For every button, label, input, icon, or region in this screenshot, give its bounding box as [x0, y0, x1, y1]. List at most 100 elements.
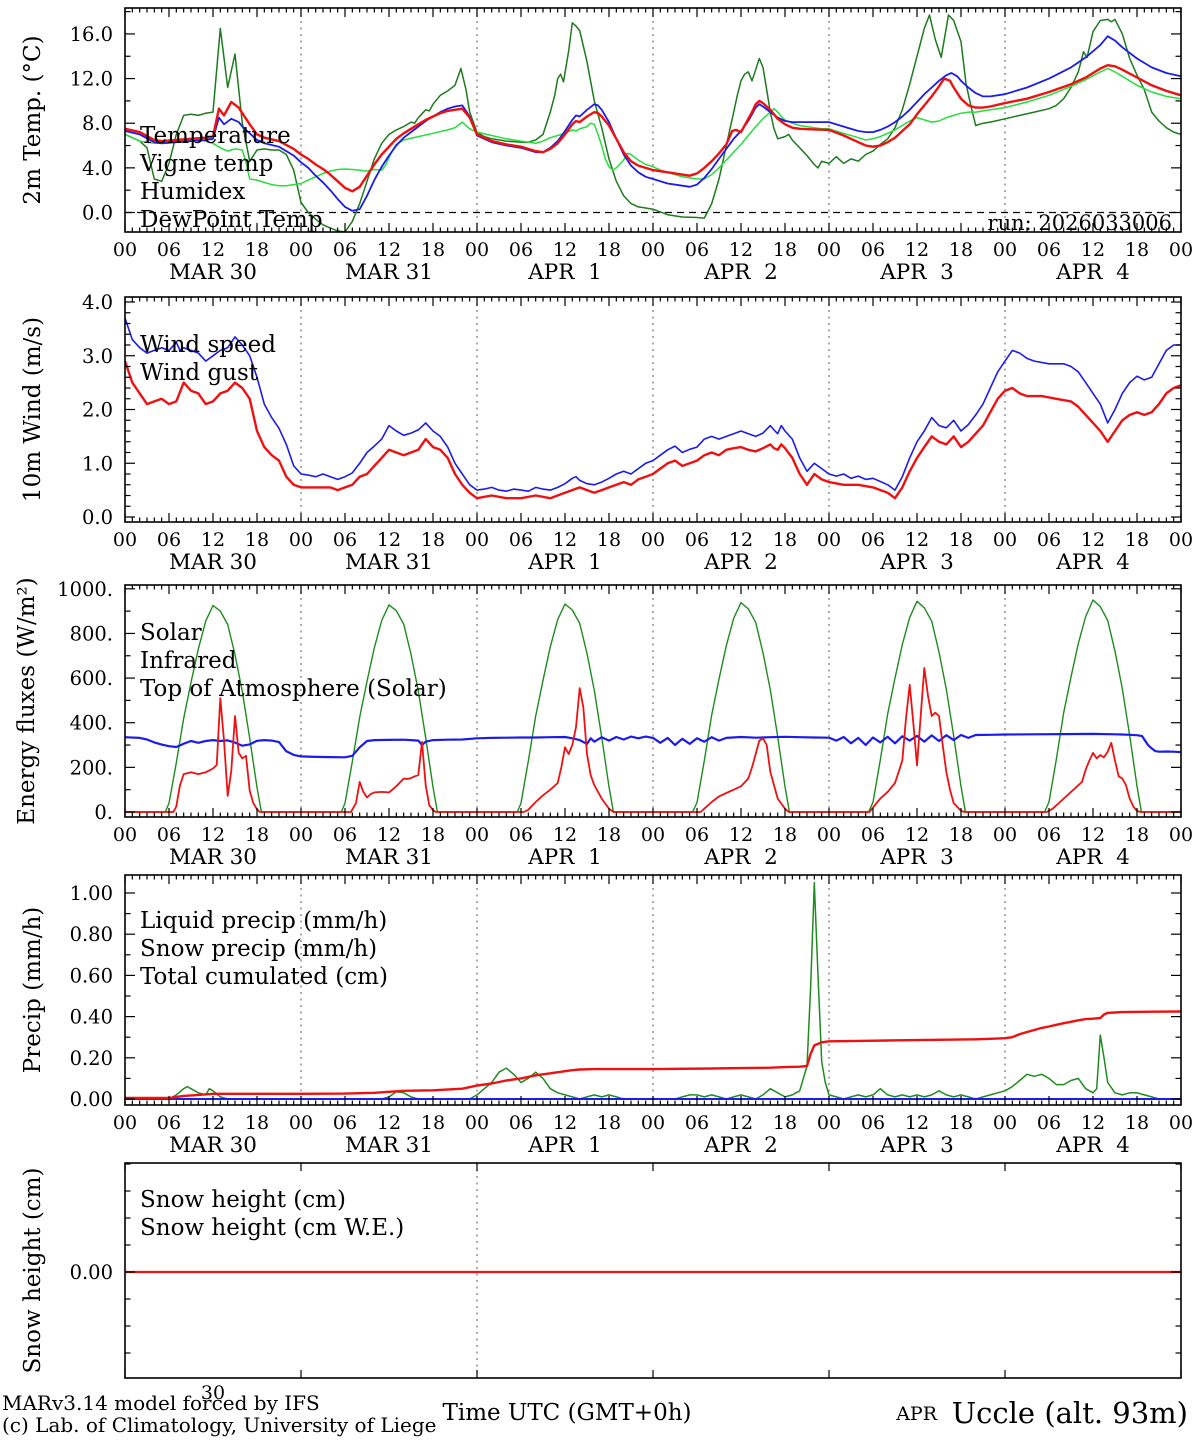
y-tick-label: 0.20	[70, 1047, 113, 1070]
hour-label: 18	[773, 239, 797, 261]
legend-item: Snow height (cm W.E.)	[140, 1215, 404, 1241]
hour-label: 06	[333, 529, 357, 551]
day-label: APR 3	[879, 845, 954, 870]
hour-label: 18	[773, 529, 797, 551]
hour-label: 00	[113, 1112, 137, 1134]
time-axis-title: Time UTC (GMT+0h)	[443, 1400, 692, 1426]
day-label: APR 1	[527, 260, 602, 285]
series-liquid-precip-mm-h-	[125, 881, 1181, 1100]
hour-label: 00	[641, 824, 665, 846]
hour-label: 00	[1169, 1112, 1193, 1134]
hour-label: 12	[377, 529, 401, 551]
y-tick-label: 800.	[70, 622, 113, 645]
hour-label: 00	[113, 239, 137, 261]
x-ticks	[124, 585, 1182, 817]
y-tick-label: 4.0	[82, 157, 113, 180]
hour-label: 00	[465, 529, 489, 551]
hour-label: 00	[817, 1112, 841, 1134]
run-label: run: 2026033006	[988, 211, 1172, 235]
day-label: APR 2	[703, 845, 778, 870]
legend-item: Vigne temp	[139, 151, 273, 177]
hour-label: 12	[1081, 239, 1105, 261]
y-ticks	[125, 11, 1181, 214]
hour-label: 00	[113, 824, 137, 846]
lab-credit: (c) Lab. of Climatology, University of L…	[2, 1413, 436, 1437]
y-tick-label: 2.0	[82, 399, 113, 422]
legend-item: Total cumulated (cm)	[140, 964, 388, 990]
series-solar	[125, 667, 1181, 813]
legend-item: Snow precip (mm/h)	[140, 936, 377, 962]
hour-label: 00	[465, 824, 489, 846]
hour-label: 06	[1037, 824, 1061, 846]
hour-label: 06	[333, 1112, 357, 1134]
hour-label: 12	[377, 824, 401, 846]
hour-label: 00	[465, 239, 489, 261]
day-label: APR 2	[703, 550, 778, 575]
y-tick-label: 4.0	[82, 291, 113, 314]
hour-label: 00	[993, 1112, 1017, 1134]
y-tick-label: 0.0	[82, 506, 113, 529]
y-tick-label: 1.0	[82, 452, 113, 475]
series-humidex	[125, 35, 1181, 212]
hour-label: 18	[245, 824, 269, 846]
day-label: APR 4	[1055, 845, 1130, 870]
hour-label: 06	[509, 1112, 533, 1134]
hour-label: 00	[113, 529, 137, 551]
day-label: APR 1	[527, 550, 602, 575]
series-dewpoint-temp	[125, 67, 1181, 187]
hour-label: 12	[729, 1112, 753, 1134]
hour-label: 12	[1081, 1112, 1105, 1134]
hour-label: 06	[685, 824, 709, 846]
y-tick-label: 8.0	[82, 112, 113, 135]
hour-label: 18	[1125, 239, 1149, 261]
station-label: Uccle (alt. 93m)	[952, 1396, 1188, 1430]
y-tick-label: 600.	[70, 667, 113, 690]
hour-label: 06	[685, 239, 709, 261]
hour-label: 06	[333, 824, 357, 846]
y-tick-label: 0.00	[70, 1088, 113, 1111]
hour-label: 06	[1037, 1112, 1061, 1134]
y-ticks	[125, 301, 1181, 518]
x-axis-labels: 00 06 12 18 00 06 12 18 00 06 12 18 00 06 12 18 00 06 12 18…	[113, 529, 1193, 575]
hour-label: 00	[641, 1112, 665, 1134]
day-label: APR 3	[879, 260, 954, 285]
day-label: APR 2	[703, 260, 778, 285]
hour-label: 18	[1125, 1112, 1149, 1134]
y-axis-title-precip: Precip (mm/h)	[20, 907, 46, 1073]
series-infrared	[125, 732, 1181, 759]
hour-label: 06	[509, 824, 533, 846]
x-ticks	[124, 875, 1182, 1105]
day-label: APR 1	[527, 845, 602, 870]
hour-label: 18	[421, 529, 445, 551]
day-label: APR 2	[703, 1133, 778, 1158]
series-temperature	[125, 63, 1181, 193]
hour-label: 00	[641, 529, 665, 551]
hour-label: 00	[1169, 529, 1193, 551]
hour-label: 06	[861, 824, 885, 846]
hour-label: 18	[245, 529, 269, 551]
y-tick-label: 12.0	[70, 68, 113, 91]
y-axis-title-wind: 10m Wind (m/s)	[20, 317, 46, 502]
y-tick-label: 0.00	[70, 1261, 113, 1284]
legend-item: Wind gust	[140, 360, 259, 386]
y-ticks	[125, 1163, 1181, 1354]
x-axis-labels: 00 06 12 18 00 06 12 18 00 06 12 18 00 06 12 18 00 06 12 18…	[113, 239, 1193, 285]
hour-label: 06	[157, 1112, 181, 1134]
y-tick-label: 0.0	[82, 202, 113, 225]
legend-item: Humidex	[140, 179, 245, 205]
y-tick-label: 0.60	[70, 964, 113, 987]
y-tick-label: 400.	[70, 712, 113, 735]
series-group-wind	[125, 317, 1181, 500]
hour-label: 18	[1125, 824, 1149, 846]
y-axis-title-energy: Energy fluxes (W/m²)	[14, 577, 40, 824]
hour-label: 12	[905, 1112, 929, 1134]
legend-item: Top of Atmosphere (Solar)	[140, 676, 447, 702]
hour-label: 12	[905, 824, 929, 846]
y-axis-title-snow: Snow height (cm)	[20, 1168, 46, 1374]
hour-label: 06	[685, 529, 709, 551]
hour-label: 12	[729, 824, 753, 846]
